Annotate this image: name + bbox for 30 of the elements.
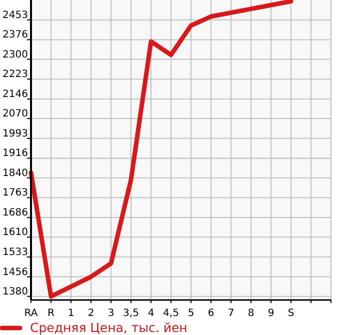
y-tick-label: 2300 bbox=[2, 49, 28, 60]
x-tick-label: 7 bbox=[228, 308, 234, 319]
y-tick-label: 1456 bbox=[2, 266, 28, 278]
y-tick-label: 1610 bbox=[2, 227, 28, 238]
x-tick-label: R bbox=[48, 308, 55, 319]
x-tick-label: 3,5 bbox=[123, 308, 139, 319]
x-tick-label: 4 bbox=[148, 308, 154, 319]
x-tick-label: 8 bbox=[248, 308, 254, 319]
y-tick-label: 1840 bbox=[2, 168, 28, 179]
legend-label: Средняя Цена, тыс. йен bbox=[30, 320, 188, 335]
x-tick-label: 6 bbox=[208, 308, 214, 319]
y-tick-label: 2376 bbox=[2, 30, 28, 41]
y-tick-label: 1380 bbox=[2, 286, 28, 298]
x-tick-label: 2 bbox=[88, 308, 94, 319]
y-tick-label: 2146 bbox=[2, 88, 28, 100]
y-tick-label: 1916 bbox=[2, 148, 28, 160]
x-tick-label: RA bbox=[24, 308, 38, 319]
x-tick-label: S bbox=[288, 308, 294, 319]
y-tick-label: 2070 bbox=[2, 108, 28, 120]
x-tick-label: 4,5 bbox=[163, 308, 179, 319]
y-tick-label: 1993 bbox=[2, 128, 28, 140]
x-tick-label: 3 bbox=[108, 308, 114, 319]
y-tick-label: 2453 bbox=[2, 10, 28, 21]
x-tick-label: 1 bbox=[68, 308, 74, 319]
x-tick-label: 9 bbox=[268, 308, 274, 319]
y-tick-label: 1686 bbox=[2, 208, 28, 219]
y-tick-label: 2223 bbox=[2, 69, 28, 80]
y-tick-label: 1533 bbox=[2, 246, 28, 258]
x-tick-label: 5 bbox=[188, 308, 194, 319]
y-tick-label: 1763 bbox=[2, 188, 28, 199]
